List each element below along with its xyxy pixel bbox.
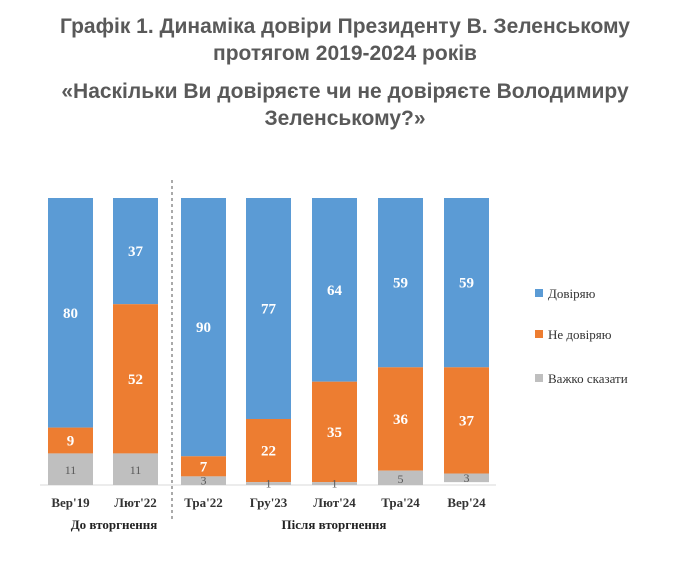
bar-distrust-5: [378, 367, 423, 471]
bar-trust-6: [444, 198, 489, 368]
data-label: 3: [201, 474, 207, 488]
bar-distrust-2: [181, 456, 226, 477]
data-label: 59: [393, 276, 408, 292]
legend-swatch: [535, 330, 543, 338]
data-label: 77: [261, 301, 277, 317]
data-label: 90: [196, 320, 211, 336]
bar-hard-to-say-6: [444, 473, 489, 483]
data-label: 37: [128, 244, 144, 260]
data-label: 36: [393, 412, 409, 428]
bar-hard-to-say-3: [246, 482, 291, 485]
chart-title-line-1: Графік 1. Динаміка довіри Президенту В. …: [60, 15, 630, 38]
bar-hard-to-say-4: [312, 482, 357, 485]
legend-label: Не довіряю: [548, 327, 612, 342]
data-label: 37: [459, 413, 475, 429]
chart-subtitle-line-2: Зеленському?»: [264, 107, 426, 130]
bar-distrust-0: [48, 427, 93, 454]
data-label: 1: [332, 477, 338, 491]
data-label: 59: [459, 276, 474, 292]
data-label: 64: [327, 283, 343, 299]
legend-label: Довіряю: [548, 286, 596, 301]
bar-trust-2: [181, 198, 226, 457]
x-tick-label: Вер'19: [51, 495, 90, 510]
data-label: 5: [398, 472, 404, 486]
bar-trust-1: [113, 198, 158, 305]
group-label-after: Після вторгнення: [282, 517, 387, 532]
data-label: 9: [67, 434, 75, 450]
bar-trust-0: [48, 198, 93, 428]
chart-title-line-2: протягом 2019-2024 років: [213, 42, 477, 65]
legend-label: Важко сказати: [548, 371, 628, 386]
x-tick-label: Тра'24: [381, 495, 420, 510]
data-label: 7: [200, 459, 208, 475]
data-label: 3: [464, 471, 470, 485]
bar-trust-3: [246, 198, 291, 419]
bar-distrust-1: [113, 304, 158, 454]
bar-distrust-6: [444, 367, 489, 474]
bar-hard-to-say-1: [113, 453, 158, 485]
bar-trust-5: [378, 198, 423, 368]
x-tick-label: Вер'24: [447, 495, 486, 510]
data-label: 11: [65, 463, 77, 477]
legend-swatch: [535, 374, 543, 382]
x-tick-label: Лют'22: [114, 495, 156, 510]
data-label: 22: [261, 444, 276, 460]
bar-trust-4: [312, 198, 357, 382]
bar-hard-to-say-0: [48, 453, 93, 485]
data-label: 11: [130, 463, 142, 477]
bar-distrust-4: [312, 381, 357, 483]
bar-hard-to-say-5: [378, 470, 423, 485]
group-label-before: До вторгнення: [71, 517, 158, 532]
data-label: 1: [266, 477, 272, 491]
bar-hard-to-say-2: [181, 476, 226, 485]
data-label: 52: [128, 372, 143, 388]
x-tick-label: Тра'22: [184, 495, 223, 510]
x-tick-label: Гру'23: [250, 495, 288, 510]
chart-subtitle-line-1: «Наскільки Ви довіряєте чи не довіряєте …: [61, 80, 629, 103]
bar-distrust-3: [246, 418, 291, 483]
legend-swatch: [535, 289, 543, 297]
data-label: 35: [327, 425, 342, 441]
x-tick-label: Лют'24: [313, 495, 356, 510]
data-label: 80: [63, 306, 78, 322]
